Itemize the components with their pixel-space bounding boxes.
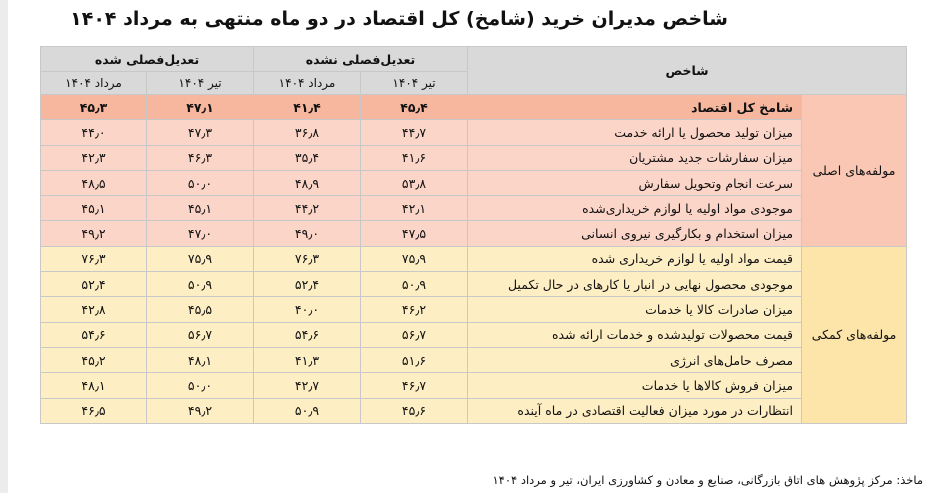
value-adjusted-mordad: ۴۲٫۸	[39, 296, 148, 323]
value-adjusted-tir: ۴۸٫۱	[146, 346, 255, 374]
value-adjusted-mordad: ۴۵٫۲	[39, 346, 148, 374]
value-unadjusted-mordad: ۵۰٫۹	[253, 397, 362, 424]
value-unadjusted-tir: ۵۶٫۷	[360, 321, 469, 348]
value-unadjusted-mordad: ۴۲٫۷	[253, 372, 362, 399]
row-name: موجودی محصول نهایی در انبار یا کارهای در…	[467, 271, 803, 298]
value-adjusted-tir: ۵۶٫۷	[146, 321, 255, 348]
group-aux: مولفه‌های کمکی	[801, 245, 908, 424]
value-unadjusted-mordad: ۴۱٫۴	[253, 93, 362, 121]
value-adjusted-tir: ۵۰٫۰	[146, 169, 255, 197]
table-row: موجودی مواد اولیه یا لوازم خریداری‌شده ۴…	[39, 195, 907, 222]
value-adjusted-mordad: ۴۲٫۳	[39, 144, 148, 171]
header-adjusted: تعدیل‌فصلی شده	[39, 46, 255, 72]
table-row: میزان تولید محصول یا ارائه خدمت ۴۴٫۷ ۳۶٫…	[39, 119, 907, 146]
left-edge	[0, 0, 8, 493]
table-row: میزان صادرات کالا یا خدمات ۴۶٫۲ ۴۰٫۰ ۴۵٫…	[39, 296, 907, 323]
value-adjusted-tir: ۴۷٫۳	[146, 119, 255, 146]
header-index: شاخص	[467, 46, 908, 95]
header-unadjusted-tir: تیر ۱۴۰۴	[360, 71, 469, 95]
value-unadjusted-tir: ۷۵٫۹	[360, 245, 469, 273]
value-adjusted-mordad: ۴۹٫۲	[39, 220, 148, 247]
value-unadjusted-mordad: ۳۶٫۸	[253, 119, 362, 146]
value-adjusted-mordad: ۴۵٫۱	[39, 195, 148, 222]
pmi-table-container: شاخص تعدیل‌فصلی نشده تعدیل‌فصلی شده تیر …	[39, 46, 908, 424]
value-adjusted-tir: ۴۷٫۱	[146, 93, 255, 121]
value-unadjusted-tir: ۵۰٫۹	[360, 271, 469, 298]
value-unadjusted-mordad: ۳۵٫۴	[253, 144, 362, 171]
value-unadjusted-mordad: ۵۲٫۴	[253, 271, 362, 298]
table-row: میزان فروش کالاها یا خدمات ۴۶٫۷ ۴۲٫۷ ۵۰٫…	[39, 372, 907, 399]
value-adjusted-tir: ۴۵٫۱	[146, 195, 255, 222]
value-adjusted-mordad: ۵۴٫۶	[39, 321, 148, 348]
value-unadjusted-tir: ۴۱٫۶	[360, 144, 469, 171]
value-unadjusted-tir: ۴۷٫۵	[360, 220, 469, 247]
value-unadjusted-mordad: ۴۹٫۰	[253, 220, 362, 247]
row-name: میزان سفارشات جدید مشتریان	[467, 144, 803, 171]
table-row: مصرف حامل‌های انرژی ۵۱٫۶ ۴۱٫۳ ۴۸٫۱ ۴۵٫۲	[39, 346, 907, 374]
table-row: انتظارات در مورد میزان فعالیت اقتصادی در…	[39, 397, 907, 424]
table-row: مولفه‌های کمکی قیمت مواد اولیه یا لوازم …	[39, 245, 908, 424]
value-unadjusted-mordad: ۴۰٫۰	[253, 296, 362, 323]
row-name: میزان تولید محصول یا ارائه خدمت	[467, 119, 803, 146]
value-unadjusted-tir: ۴۲٫۱	[360, 195, 469, 222]
row-name: قیمت مواد اولیه یا لوازم خریداری شده	[467, 245, 803, 273]
value-adjusted-tir: ۴۷٫۰	[146, 220, 255, 247]
value-adjusted-tir: ۵۰٫۹	[146, 271, 255, 298]
value-adjusted-tir: ۷۵٫۹	[146, 245, 255, 273]
value-unadjusted-tir: ۴۵٫۴	[360, 93, 469, 121]
value-adjusted-tir: ۴۶٫۳	[146, 144, 255, 171]
value-unadjusted-mordad: ۴۸٫۹	[253, 169, 362, 197]
value-unadjusted-tir: ۵۱٫۶	[360, 346, 469, 374]
table-row: میزان استخدام و بکارگیری نیروی انسانی ۴۷…	[39, 220, 907, 247]
table-row: میزان سفارشات جدید مشتریان ۴۱٫۶ ۳۵٫۴ ۴۶٫…	[39, 144, 907, 171]
header-unadjusted: تعدیل‌فصلی نشده	[253, 46, 469, 72]
value-adjusted-mordad: ۴۶٫۵	[39, 397, 148, 424]
value-adjusted-tir: ۴۹٫۲	[146, 397, 255, 424]
row-name: قیمت محصولات تولیدشده و خدمات ارائه شده	[467, 321, 803, 348]
value-unadjusted-tir: ۴۵٫۶	[360, 397, 469, 424]
value-adjusted-mordad: ۵۲٫۴	[39, 271, 148, 298]
value-adjusted-mordad: ۷۶٫۳	[39, 245, 148, 273]
value-adjusted-mordad: ۴۸٫۱	[39, 372, 148, 399]
table-row: سرعت انجام وتحویل سفارش ۵۳٫۸ ۴۸٫۹ ۵۰٫۰ ۴…	[39, 169, 907, 197]
table-row: قیمت محصولات تولیدشده و خدمات ارائه شده …	[39, 321, 907, 348]
row-name: موجودی مواد اولیه یا لوازم خریداری‌شده	[467, 195, 803, 222]
row-name: شامخ کل اقتصاد	[467, 93, 803, 121]
value-unadjusted-tir: ۵۳٫۸	[360, 169, 469, 197]
value-unadjusted-mordad: ۴۴٫۲	[253, 195, 362, 222]
table-row: موجودی محصول نهایی در انبار یا کارهای در…	[39, 271, 907, 298]
value-adjusted-tir: ۴۵٫۵	[146, 296, 255, 323]
value-unadjusted-tir: ۴۶٫۷	[360, 372, 469, 399]
value-adjusted-mordad: ۴۸٫۵	[39, 169, 148, 197]
row-name: مصرف حامل‌های انرژی	[467, 346, 803, 374]
header-adjusted-mordad: مرداد ۱۴۰۴	[39, 71, 148, 95]
pmi-table: شاخص تعدیل‌فصلی نشده تعدیل‌فصلی شده تیر …	[39, 46, 908, 424]
row-name: انتظارات در مورد میزان فعالیت اقتصادی در…	[467, 397, 803, 424]
value-unadjusted-mordad: ۴۱٫۳	[253, 346, 362, 374]
value-unadjusted-tir: ۴۴٫۷	[360, 119, 469, 146]
group-main: مولفه‌های اصلی	[801, 94, 908, 247]
source-note: ماخذ: مرکز پژوهش های اتاق بازرگانی، صنای…	[492, 473, 923, 487]
value-unadjusted-mordad: ۷۶٫۳	[253, 245, 362, 273]
value-unadjusted-tir: ۴۶٫۲	[360, 296, 469, 323]
value-adjusted-mordad: ۴۴٫۰	[39, 119, 148, 146]
row-name: سرعت انجام وتحویل سفارش	[467, 169, 803, 197]
row-name: میزان فروش کالاها یا خدمات	[467, 372, 803, 399]
value-adjusted-tir: ۵۰٫۰	[146, 372, 255, 399]
value-unadjusted-mordad: ۵۴٫۶	[253, 321, 362, 348]
row-name: میزان صادرات کالا یا خدمات	[467, 296, 803, 323]
row-name: میزان استخدام و بکارگیری نیروی انسانی	[467, 220, 803, 247]
value-adjusted-mordad: ۴۵٫۳	[39, 93, 148, 121]
header-adjusted-tir: تیر ۱۴۰۴	[146, 71, 255, 95]
header-unadjusted-mordad: مرداد ۱۴۰۴	[253, 71, 362, 95]
table-row: مولفه‌های اصلی شامخ کل اقتصاد ۴۵٫۴ ۴۱٫۴ …	[39, 93, 908, 247]
page-title: شاخص مدیران خرید (شامخ) کل اقتصاد در دو …	[70, 8, 728, 30]
